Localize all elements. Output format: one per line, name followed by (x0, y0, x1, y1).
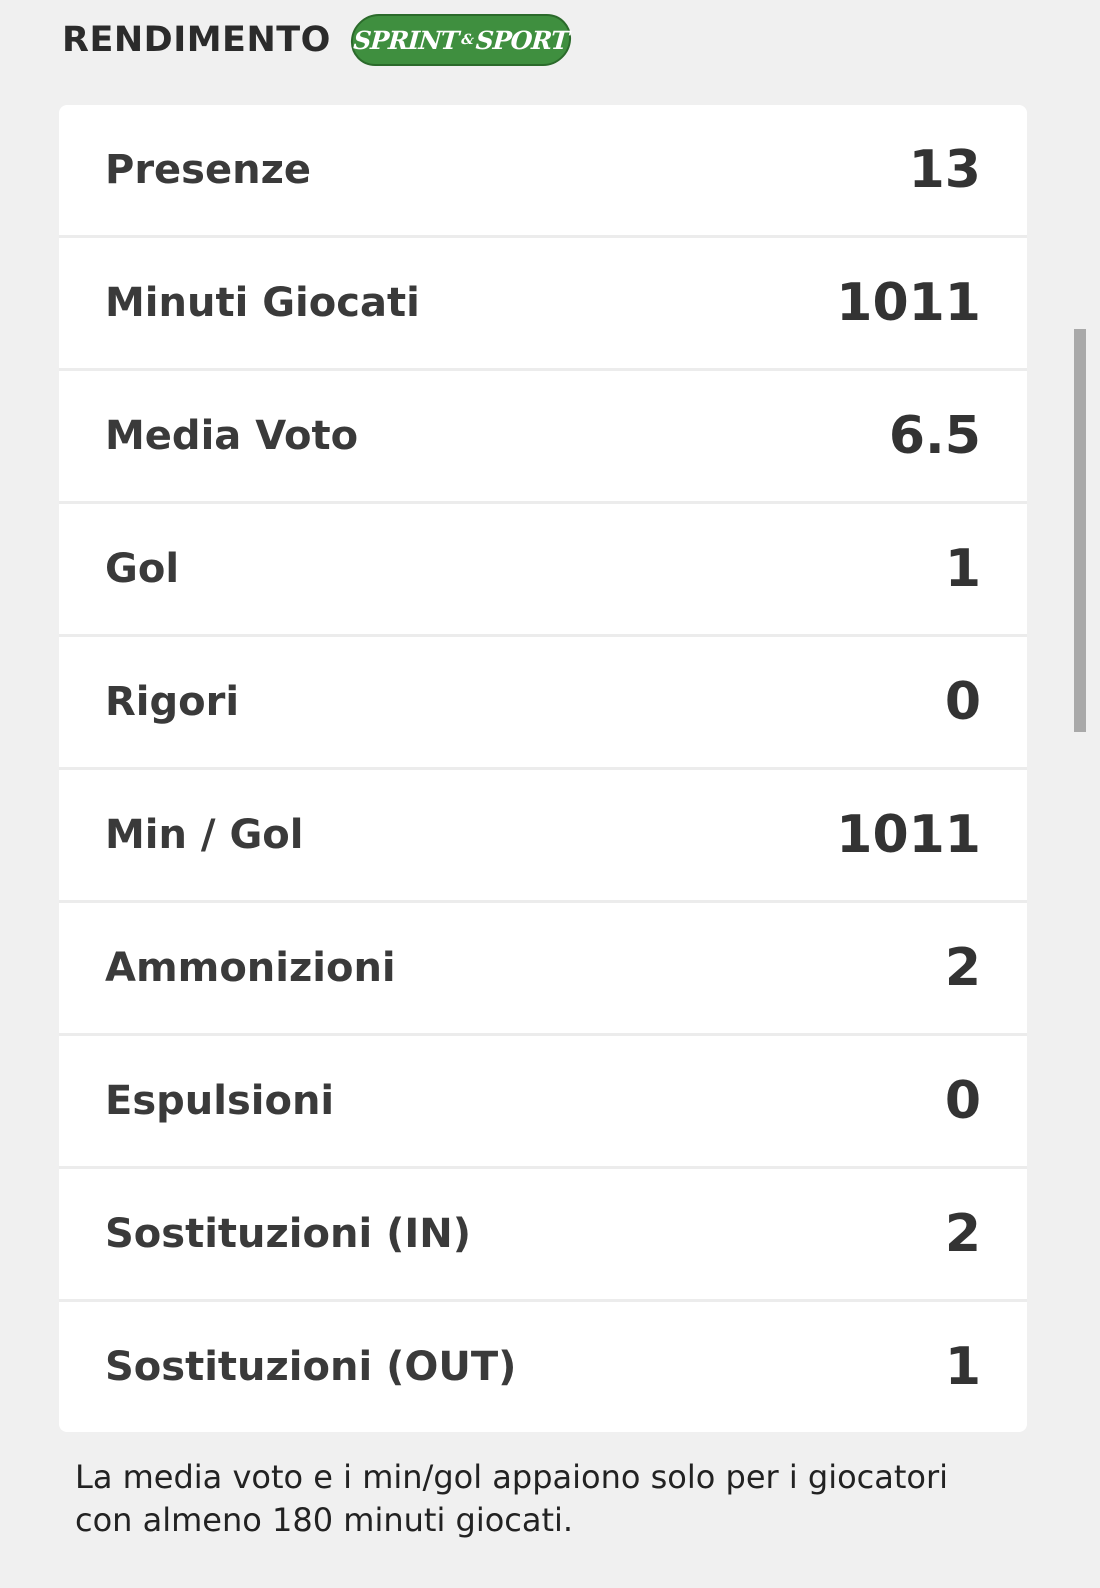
stat-row: Rigori 0 (59, 637, 1027, 770)
stat-value: 1 (944, 539, 981, 599)
section-header: RENDIMENTO SPRINT & SPORT (62, 14, 573, 66)
stat-value: 1011 (836, 805, 981, 865)
stat-value: 2 (944, 938, 981, 998)
stat-row: Gol 1 (59, 504, 1027, 637)
stat-label: Sostituzioni (OUT) (105, 1344, 517, 1390)
sprint-sport-logo: SPRINT & SPORT (349, 14, 573, 66)
stat-value: 1011 (836, 273, 981, 333)
stat-label: Min / Gol (105, 812, 304, 858)
logo-amp: & (460, 32, 474, 48)
stat-value: 6.5 (888, 406, 981, 466)
stat-row: Presenze 13 (59, 105, 1027, 238)
stat-row: Min / Gol 1011 (59, 770, 1027, 903)
scrollbar[interactable] (1074, 329, 1086, 732)
stat-value: 1 (944, 1337, 981, 1397)
logo-text-right: SPORT (474, 25, 570, 55)
stat-label: Sostituzioni (IN) (105, 1211, 472, 1257)
stat-label: Presenze (105, 147, 311, 193)
stat-label: Ammonizioni (105, 945, 396, 991)
footnote: La media voto e i min/gol appaiono solo … (75, 1458, 949, 1539)
stat-value: 13 (908, 140, 981, 200)
stat-value: 0 (944, 1071, 981, 1131)
stat-value: 0 (944, 672, 981, 732)
section-title: RENDIMENTO (62, 20, 331, 60)
stat-label: Minuti Giocati (105, 280, 420, 326)
stat-label: Gol (105, 546, 180, 592)
stat-label: Media Voto (105, 413, 359, 459)
stat-row: Sostituzioni (OUT) 1 (59, 1302, 1027, 1432)
stat-row: Ammonizioni 2 (59, 903, 1027, 1036)
stat-row: Sostituzioni (IN) 2 (59, 1169, 1027, 1302)
stat-value: 2 (944, 1204, 981, 1264)
stat-row: Minuti Giocati 1011 (59, 238, 1027, 371)
stat-row: Media Voto 6.5 (59, 371, 1027, 504)
stat-row: Espulsioni 0 (59, 1036, 1027, 1169)
stat-label: Rigori (105, 679, 240, 725)
stat-label: Espulsioni (105, 1078, 335, 1124)
logo-text-left: SPRINT (352, 25, 460, 55)
stats-card: Presenze 13 Minuti Giocati 1011 Media Voto 6.… (59, 105, 1027, 1432)
